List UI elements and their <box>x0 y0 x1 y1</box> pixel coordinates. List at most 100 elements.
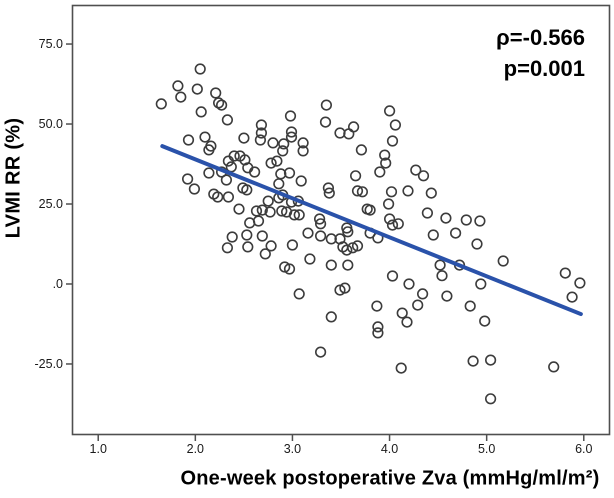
data-point <box>325 233 337 245</box>
y-tick-label: 50.0 <box>39 117 63 131</box>
y-tick-label: -25.0 <box>35 357 64 371</box>
data-point <box>285 131 298 143</box>
data-point <box>548 361 560 373</box>
data-point <box>238 132 250 144</box>
data-point <box>283 263 296 275</box>
data-point <box>262 195 274 207</box>
data-point <box>389 119 402 131</box>
data-point <box>249 166 261 178</box>
data-point <box>295 175 307 187</box>
data-point <box>403 278 415 290</box>
data-point <box>364 204 376 216</box>
data-point <box>199 131 211 143</box>
data-point <box>341 244 353 256</box>
data-point <box>216 99 228 111</box>
data-point <box>485 393 497 405</box>
data-point <box>203 144 215 156</box>
data-point <box>425 187 437 199</box>
data-point <box>479 315 491 327</box>
data-point <box>348 121 360 133</box>
data-point <box>191 83 203 95</box>
data-point <box>271 155 283 167</box>
data-point <box>293 288 305 300</box>
data-point <box>302 227 314 239</box>
y-axis-title: LVMI RR (%) <box>2 117 25 239</box>
data-point <box>233 203 245 215</box>
data-point <box>450 227 462 239</box>
x-tick-label: 6.0 <box>575 442 592 456</box>
data-point <box>314 213 326 225</box>
data-point <box>286 239 299 251</box>
data-point <box>372 327 384 339</box>
data-point <box>320 99 333 111</box>
data-point <box>351 185 364 197</box>
data-point <box>497 255 509 267</box>
trend-line <box>160 144 583 317</box>
data-point <box>334 284 346 296</box>
data-point <box>175 91 187 103</box>
data-point <box>172 80 184 92</box>
data-point <box>288 209 301 221</box>
p-value: p=0.001 <box>503 56 585 81</box>
data-point <box>371 300 383 312</box>
data-point <box>574 277 586 289</box>
x-tick-label: 4.0 <box>381 442 398 456</box>
data-point <box>281 206 293 218</box>
data-point <box>284 110 297 122</box>
data-point <box>467 355 479 367</box>
data-point <box>460 214 472 226</box>
data-point <box>485 354 497 366</box>
data-point <box>559 267 571 279</box>
data-point <box>384 105 396 117</box>
data-point <box>255 127 268 139</box>
data-point <box>355 144 368 156</box>
data-point <box>267 137 279 149</box>
data-point <box>372 321 384 333</box>
data-point <box>252 215 265 227</box>
data-point <box>475 278 487 290</box>
data-point <box>379 149 391 161</box>
data-point <box>325 311 337 323</box>
data-point <box>241 229 253 241</box>
data-point <box>566 291 578 303</box>
data-point <box>441 290 453 302</box>
rho-value: ρ=-0.566 <box>496 25 585 50</box>
data-point <box>471 238 483 250</box>
x-tick-label: 1.0 <box>90 442 107 456</box>
data-point <box>212 191 224 203</box>
data-point <box>226 231 238 243</box>
data-point <box>434 259 446 271</box>
data-point <box>417 288 429 300</box>
x-tick-label: 2.0 <box>187 442 204 456</box>
data-point <box>319 116 332 128</box>
data-point <box>264 206 276 218</box>
data-point <box>342 226 354 238</box>
data-point <box>417 170 430 182</box>
data-point <box>273 178 285 190</box>
data-point <box>350 170 362 182</box>
data-point <box>323 187 335 199</box>
data-point <box>256 204 268 216</box>
data-point <box>380 157 392 169</box>
data-point <box>220 174 232 186</box>
data-point <box>255 119 268 131</box>
data-point <box>283 167 296 179</box>
data-point <box>182 134 195 146</box>
y-tick-label: .0 <box>53 277 63 291</box>
data-point <box>285 126 298 138</box>
data-point <box>194 63 206 75</box>
data-point <box>228 150 240 162</box>
data-point <box>297 145 309 157</box>
data-point <box>182 173 194 185</box>
data-point <box>436 270 448 282</box>
data-point <box>213 97 225 109</box>
data-point <box>401 316 413 328</box>
data-point <box>347 242 359 254</box>
x-tick-label: 5.0 <box>478 442 495 456</box>
data-point <box>440 212 452 224</box>
data-point <box>351 240 364 252</box>
data-point <box>356 186 369 198</box>
data-point <box>297 137 309 149</box>
